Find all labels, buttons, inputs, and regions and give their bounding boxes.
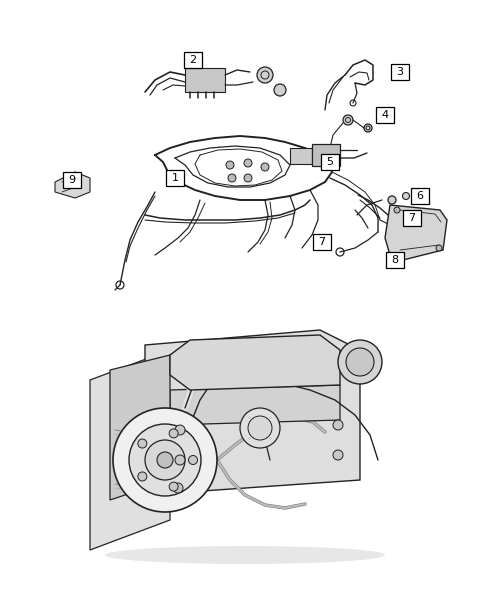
Ellipse shape <box>105 546 384 564</box>
Circle shape <box>363 124 371 132</box>
Circle shape <box>387 196 395 204</box>
Circle shape <box>188 455 197 465</box>
Text: 8: 8 <box>391 255 398 265</box>
Polygon shape <box>110 355 170 500</box>
Circle shape <box>169 429 178 438</box>
Circle shape <box>345 348 373 376</box>
Circle shape <box>175 425 184 435</box>
Text: 9: 9 <box>68 175 76 185</box>
Text: 3: 3 <box>396 67 403 77</box>
Text: 4: 4 <box>380 110 388 120</box>
Polygon shape <box>291 385 307 420</box>
Circle shape <box>260 163 269 171</box>
Bar <box>320 154 338 170</box>
Circle shape <box>226 161 233 169</box>
Text: 7: 7 <box>408 213 415 223</box>
Bar <box>410 188 428 204</box>
Circle shape <box>175 455 184 465</box>
Circle shape <box>243 174 252 182</box>
Polygon shape <box>261 385 277 420</box>
Circle shape <box>402 193 408 200</box>
Circle shape <box>137 439 147 448</box>
Polygon shape <box>55 172 90 198</box>
Polygon shape <box>384 205 446 260</box>
Circle shape <box>129 424 200 496</box>
Circle shape <box>113 408 216 512</box>
Text: 5: 5 <box>326 157 333 167</box>
Text: 1: 1 <box>171 173 178 183</box>
Bar <box>402 210 420 226</box>
Circle shape <box>137 472 147 481</box>
Polygon shape <box>170 385 339 425</box>
Text: 7: 7 <box>318 237 325 247</box>
Circle shape <box>273 84 286 96</box>
Bar <box>312 234 330 250</box>
Polygon shape <box>145 330 359 495</box>
Circle shape <box>173 483 182 493</box>
Bar <box>375 107 393 123</box>
Bar <box>183 52 201 68</box>
Circle shape <box>333 450 342 460</box>
Bar <box>385 252 403 268</box>
Text: 2: 2 <box>189 55 196 65</box>
Bar <box>390 64 408 80</box>
Circle shape <box>157 452 173 468</box>
Text: 6: 6 <box>416 191 423 201</box>
Polygon shape <box>201 385 217 420</box>
Circle shape <box>257 67 272 83</box>
Polygon shape <box>90 350 170 550</box>
Circle shape <box>337 340 381 384</box>
Bar <box>63 172 81 188</box>
Polygon shape <box>184 68 225 92</box>
Polygon shape <box>170 335 339 390</box>
Polygon shape <box>231 385 247 420</box>
Circle shape <box>247 416 272 440</box>
Circle shape <box>240 408 279 448</box>
Circle shape <box>243 159 252 167</box>
Bar <box>289 148 311 164</box>
Circle shape <box>342 115 352 125</box>
Circle shape <box>145 440 184 480</box>
Circle shape <box>435 245 441 251</box>
Circle shape <box>393 207 399 213</box>
Circle shape <box>333 420 342 430</box>
Circle shape <box>316 239 323 246</box>
Circle shape <box>227 174 236 182</box>
Polygon shape <box>311 144 339 166</box>
Bar <box>166 170 183 186</box>
Circle shape <box>169 482 178 491</box>
